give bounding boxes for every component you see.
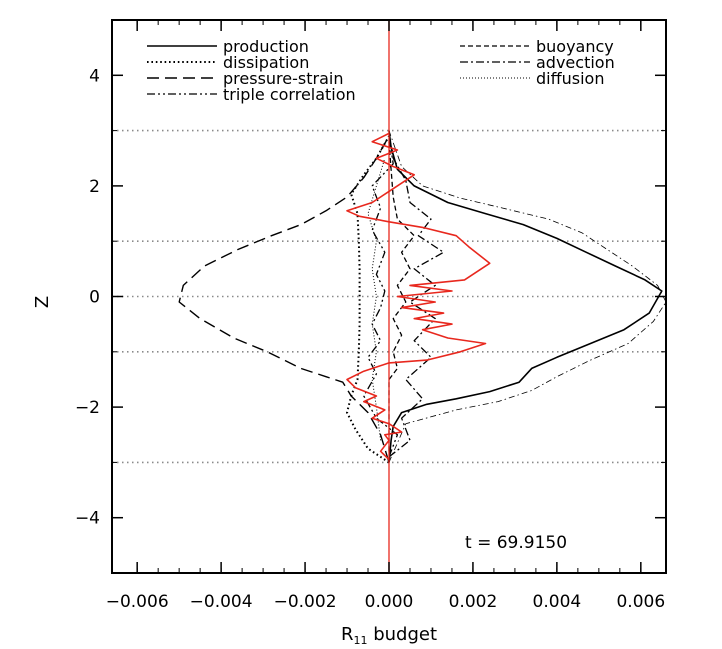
x-tick-label: −0.002 — [274, 592, 337, 612]
x-tick-label: 0.002 — [449, 592, 498, 612]
x-tick-label: −0.004 — [190, 592, 253, 612]
series-line-dissipation — [346, 135, 390, 464]
y-tick-label: −2 — [75, 398, 100, 418]
series-line-pressure-strain — [178, 135, 390, 463]
axis-ticks: −0.006 −0.004 −0.002 0.000 0.002 0.004 0.006 −4… — [75, 19, 666, 612]
y-tick-label: 4 — [89, 66, 100, 86]
legend-label: triple correlation — [223, 85, 356, 104]
series-line-production — [388, 130, 663, 463]
y-tick-label: 0 — [89, 288, 100, 308]
legend-label: production — [223, 37, 309, 56]
series-line-unnamed-7 — [388, 130, 667, 463]
y-tick-label: −4 — [75, 509, 100, 529]
x-axis-label: R11 budget — [341, 624, 437, 647]
x-tick-label: 0.006 — [616, 592, 665, 612]
series-layer — [178, 130, 667, 464]
x-tick-label: 0.000 — [365, 592, 414, 612]
x-axis-label-suffix: budget — [367, 624, 437, 645]
x-tick-label: −0.006 — [106, 592, 169, 612]
legend-label: buoyancy — [536, 37, 614, 56]
legend-label: advection — [536, 53, 615, 72]
x-axis-label-subscript: 11 — [353, 634, 367, 647]
series-line-buoyancy — [388, 141, 415, 452]
time-annotation: t = 69.9150 — [465, 533, 567, 553]
legend: productiondissipationpressure-straintrip… — [147, 37, 615, 104]
y-tick-label: 2 — [89, 177, 100, 197]
x-tick-label: 0.004 — [533, 592, 582, 612]
y-axis-label: Z — [32, 296, 53, 308]
legend-label: dissipation — [223, 53, 309, 72]
legend-label: diffusion — [536, 69, 604, 88]
series-line-unnamed-8 — [346, 132, 491, 461]
x-axis-label-main: R — [341, 624, 354, 645]
legend-label: pressure-strain — [223, 69, 343, 88]
